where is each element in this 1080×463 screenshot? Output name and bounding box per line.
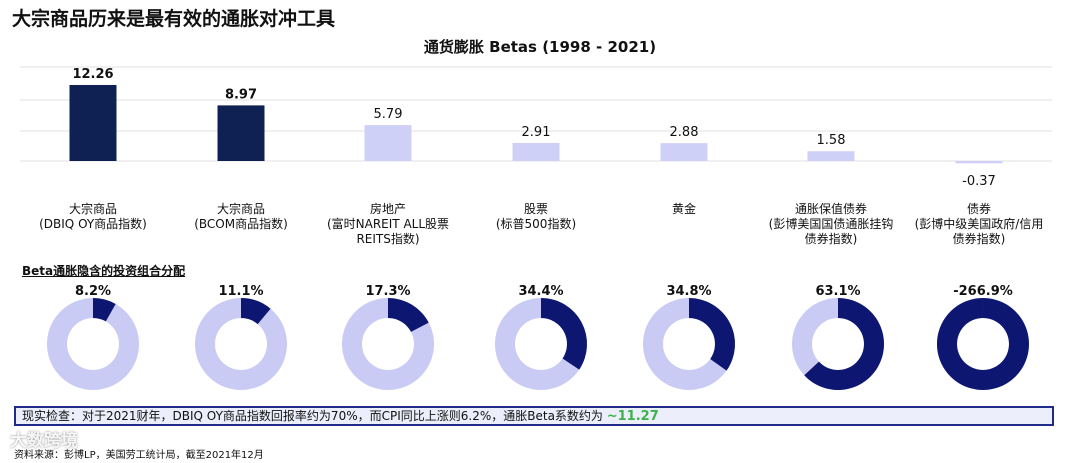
donut-percent-label: 8.2%: [75, 284, 111, 299]
category-label: 大宗商品 (BCOM商品指数): [171, 202, 311, 232]
category-label-line: 股票: [523, 202, 548, 216]
bar: [217, 105, 265, 161]
category-label-line: 黄金: [671, 202, 696, 216]
bar: [364, 125, 412, 161]
category-label: 债券 (彭博中级美国政府/信用 债券指数): [909, 202, 1049, 247]
category-label-line: 债券: [966, 202, 991, 216]
reality-check-text: 现实检查：对于2021财年，DBIQ OY商品指数回报率约为70%，而CPI同比…: [22, 409, 607, 423]
category-label-line: (标普500指数): [495, 217, 577, 231]
reality-check-highlight: ~11.27: [606, 409, 659, 424]
category-label-line: 债券指数): [952, 232, 1006, 246]
category-label-line: 债券指数): [804, 232, 858, 246]
donut-percent-label: 17.3%: [365, 284, 410, 299]
reality-check-box: 现实检查：对于2021财年，DBIQ OY商品指数回报率约为70%，而CPI同比…: [14, 406, 1054, 426]
category-label: 大宗商品 (DBIQ OY商品指数): [23, 202, 163, 232]
bar-value-label: 1.58: [817, 133, 846, 148]
donut-slice: [541, 298, 587, 370]
page-title: 大宗商品历来是最有效的通胀对冲工具: [12, 8, 336, 30]
category-label-line: (富时NAREIT ALL股票: [326, 217, 450, 231]
donut-percent-label: 63.1%: [815, 284, 860, 299]
category-label: 房地产 (富时NAREIT ALL股票 REITS指数): [318, 202, 458, 247]
category-label-line: (BCOM商品指数): [194, 217, 288, 231]
allocation-label: Beta通胀隐含的投资组合分配: [22, 264, 186, 278]
category-label: 黄金: [614, 202, 754, 217]
bar-chart: 12.26 8.97 5.79 2.91 2.88 1.58 -0.37: [20, 66, 1052, 189]
donut-remainder: [46, 298, 139, 390]
donut-remainder: [194, 298, 287, 391]
donut-slice: [93, 298, 116, 322]
donut-percent-label: 34.4%: [518, 284, 563, 299]
donut-percent-label: 34.8%: [666, 284, 711, 299]
bar-value-label: 5.79: [374, 107, 403, 122]
donut-percent-label: -266.9%: [953, 284, 1013, 299]
bar-value-label: 12.26: [72, 67, 113, 82]
bar-value-label: 8.97: [225, 87, 257, 102]
category-label-line: 通胀保值债券: [794, 202, 867, 216]
category-label-line: REITS指数): [356, 232, 420, 246]
donut-percent-label: 11.1%: [218, 284, 263, 299]
bar: [660, 143, 708, 161]
bar-value-label: -0.37: [962, 174, 996, 189]
category-label-line: 大宗商品: [216, 202, 265, 216]
donut-slice: [388, 298, 429, 332]
category-label-line: 房地产: [369, 202, 406, 216]
bar-value-label: 2.91: [522, 125, 551, 140]
category-label: 通胀保值债券 (彭博美国国债通胀挂钩 债券指数): [761, 202, 901, 247]
category-label-line: (彭博美国国债通胀挂钩: [768, 217, 894, 231]
watermark-logo: 大数跨境: [10, 431, 78, 451]
donut-slice: [804, 298, 884, 390]
bar: [807, 151, 855, 161]
source-note: 资料来源：彭博LP，美国劳工统计局，截至2021年12月: [14, 450, 264, 461]
donut-slice: [241, 298, 271, 325]
donut-charts: 8.2% 11.1% 17.3% 34.4% 34.8% 63.1% -266.9%: [46, 284, 1029, 391]
bar: [955, 161, 1003, 164]
donut-slice: [689, 298, 735, 371]
category-label: 股票 (标普500指数): [466, 202, 606, 232]
bar: [512, 142, 560, 161]
category-label-line: (彭博中级美国政府/信用: [914, 217, 1044, 231]
chart-title: 通货膨胀 Betas (1998 - 2021): [423, 38, 657, 56]
donut-slice: [936, 298, 1029, 390]
bar-value-label: 2.88: [670, 125, 699, 140]
category-label-line: (DBIQ OY商品指数): [39, 217, 147, 231]
category-label-line: 大宗商品: [68, 202, 117, 216]
bar: [69, 84, 117, 161]
